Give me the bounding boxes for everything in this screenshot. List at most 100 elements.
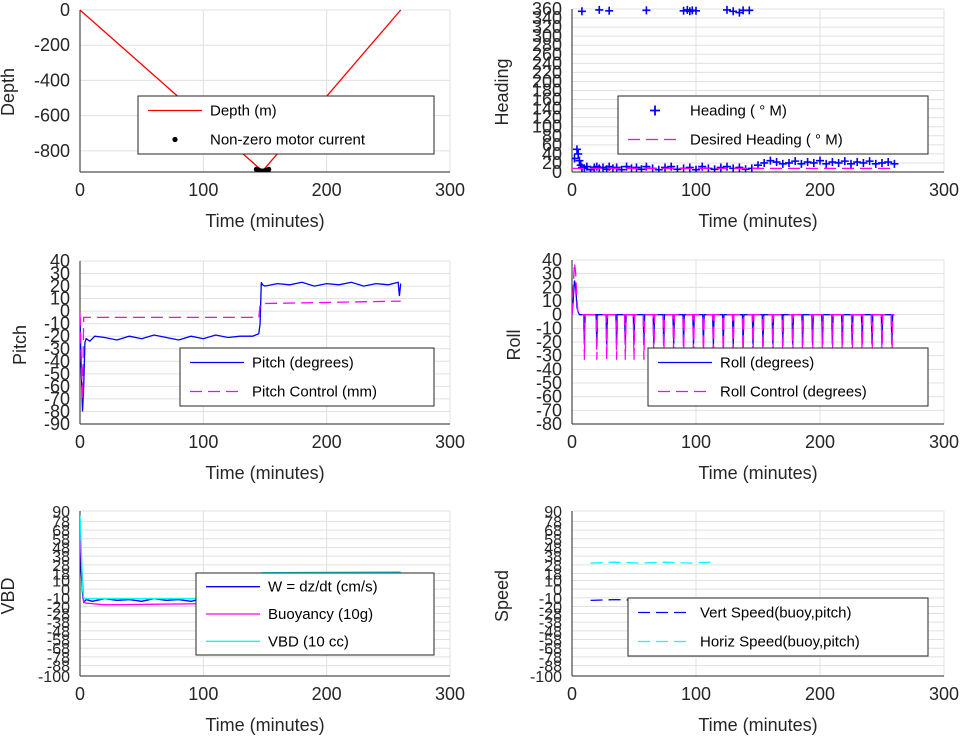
x-tick-label: 300 xyxy=(435,432,465,452)
y-tick-label: 260 xyxy=(532,44,562,64)
data-point xyxy=(723,5,731,14)
legend-box xyxy=(137,95,435,155)
y-tick-label: -80 xyxy=(536,414,562,434)
y-tick-label: -58 xyxy=(47,633,70,650)
y-tick-label: 28 xyxy=(544,558,562,575)
y-tick-label: -10 xyxy=(539,591,562,608)
y-tick-label: 120 xyxy=(532,108,562,128)
data-point xyxy=(617,165,626,172)
x-axis-label: Time (minutes) xyxy=(205,715,324,735)
y-tick-label: 0 xyxy=(553,582,562,599)
y-tick-label: 30 xyxy=(50,264,70,284)
data-point xyxy=(772,158,781,167)
x-tick-label: 0 xyxy=(567,180,577,200)
y-tick-label: 180 xyxy=(532,81,562,101)
data-point xyxy=(723,162,731,171)
legend-box xyxy=(627,597,929,657)
data-point xyxy=(847,159,855,168)
y-tick-label: -78 xyxy=(539,650,562,667)
plot-area xyxy=(572,262,895,360)
y-axis-label: VBD xyxy=(0,577,18,614)
data-point xyxy=(766,156,775,165)
x-tick-label: 200 xyxy=(312,180,342,200)
y-tick-label: -400 xyxy=(34,70,70,90)
y-tick-label: -200 xyxy=(34,35,70,55)
data-point xyxy=(698,162,707,171)
y-tick-label: 80 xyxy=(542,126,562,146)
legend: Vert Speed(buoy,pitch) Horiz Speed(buoy,p… xyxy=(627,597,929,657)
legend-label: Roll Control (degrees) xyxy=(720,384,867,401)
y-tick-label: 38 xyxy=(52,549,70,566)
y-tick-label: -78 xyxy=(47,650,70,667)
data-point xyxy=(884,158,893,167)
data-point xyxy=(622,162,631,171)
legend-label: Heading ( ° M) xyxy=(690,103,787,120)
y-tick-label: 78 xyxy=(544,514,562,531)
x-tick-label: 200 xyxy=(805,684,835,704)
x-tick-label: 300 xyxy=(929,684,959,704)
y-tick-label: 38 xyxy=(544,549,562,566)
plot-area xyxy=(572,5,899,172)
y-tick-label: -100 xyxy=(38,669,70,686)
legend-label: Pitch (degrees) xyxy=(252,355,354,372)
y-tick-label: 18 xyxy=(544,567,562,584)
data-point xyxy=(890,159,899,168)
legend-label: VBD (10 cc) xyxy=(268,633,349,650)
legend-label: Buoyancy (10g) xyxy=(268,606,373,623)
chart-vbd: 0 100 200 3009078685848382818100-10-20-28-3… xyxy=(0,504,465,735)
legend-label: Roll (degrees) xyxy=(720,355,814,372)
y-axis-label: Depth xyxy=(0,68,18,116)
legend-label: Pitch Control (mm) xyxy=(252,384,377,401)
data-point xyxy=(642,162,651,171)
data-point xyxy=(797,159,806,168)
y-tick-label: -60 xyxy=(536,387,562,407)
legend-label: Horiz Speed(buoy,pitch) xyxy=(700,634,860,651)
data-point xyxy=(710,165,719,172)
legend-label: Depth (m) xyxy=(210,103,277,120)
y-tick-label: -20 xyxy=(539,600,562,617)
legend-label: W = dz/dt (cm/s) xyxy=(268,579,378,596)
data-point xyxy=(266,166,272,172)
y-tick-label: 300 xyxy=(532,26,562,46)
y-tick-label: -38 xyxy=(47,615,70,632)
x-tick-label: 300 xyxy=(929,180,959,200)
y-tick-label: -28 xyxy=(47,606,70,623)
x-axis-label: Time (minutes) xyxy=(205,211,324,231)
data-point xyxy=(716,163,725,172)
y-tick-label: 20 xyxy=(542,153,562,173)
legend: Heading ( ° M) Desired Heading ( ° M) xyxy=(617,95,929,155)
y-tick-label: -88 xyxy=(47,659,70,676)
legend-entry: Buoyancy (10g) xyxy=(206,606,373,623)
chart-heading: 0 100 200 300020406080100120140160180200220… xyxy=(492,0,959,231)
x-tick-label: 0 xyxy=(75,180,85,200)
y-tick-label: 220 xyxy=(532,62,562,82)
y-tick-label: 20 xyxy=(50,276,70,296)
y-tick-label: -50 xyxy=(44,364,70,384)
data-point xyxy=(692,165,700,172)
y-axis-label: Heading xyxy=(492,58,512,125)
y-tick-label: 30 xyxy=(542,264,562,284)
y-tick-label: 18 xyxy=(52,567,70,584)
x-axis-label: Time (minutes) xyxy=(698,715,817,735)
x-tick-label: 100 xyxy=(188,684,218,704)
x-tick-label: 0 xyxy=(567,684,577,704)
y-axis-label: Pitch xyxy=(10,325,30,365)
plot-area xyxy=(80,9,402,172)
x-tick-label: 100 xyxy=(188,432,218,452)
series-roll-control-degrees xyxy=(572,262,895,360)
data-point xyxy=(605,162,614,171)
legend: Depth (m) Non-zero motor current xyxy=(137,95,435,155)
y-tick-label: 200 xyxy=(532,71,562,91)
y-tick-label: -600 xyxy=(34,106,70,126)
y-tick-label: 40 xyxy=(542,144,562,164)
data-point xyxy=(667,162,676,171)
y-tick-label: 58 xyxy=(544,532,562,549)
x-tick-label: 300 xyxy=(435,180,465,200)
y-tick-label: 0 xyxy=(60,301,70,321)
series-non-zero-motor-current xyxy=(253,166,272,172)
data-point xyxy=(778,159,787,168)
x-tick-label: 0 xyxy=(75,432,85,452)
y-tick-label: 90 xyxy=(544,504,562,521)
y-tick-label: -70 xyxy=(44,389,70,409)
data-point xyxy=(853,158,862,167)
